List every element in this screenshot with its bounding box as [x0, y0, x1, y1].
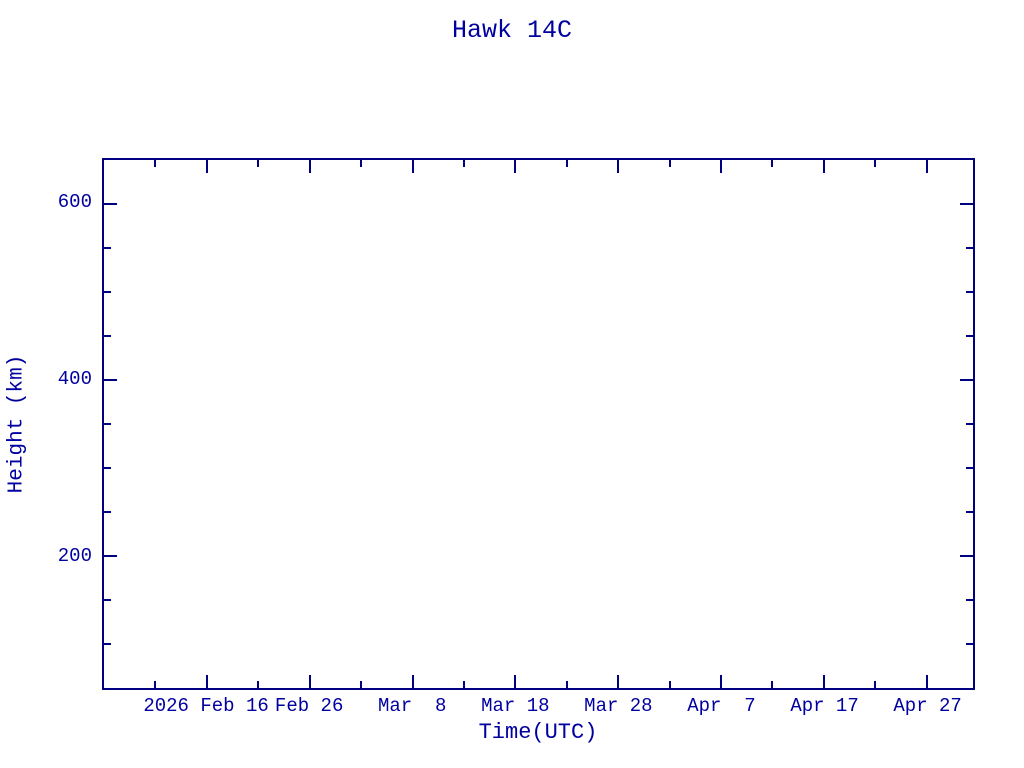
x-tick-label: 2026 Feb 16 — [143, 695, 269, 717]
x-minor-tick — [154, 681, 157, 688]
x-major-tick — [411, 675, 414, 688]
y-major-tick — [960, 203, 973, 205]
y-minor-tick — [104, 291, 111, 293]
x-minor-tick — [668, 160, 671, 167]
y-major-tick — [104, 203, 117, 205]
y-minor-tick — [104, 511, 111, 513]
y-minor-tick — [104, 247, 111, 249]
y-minor-tick — [104, 335, 111, 337]
y-minor-tick — [966, 467, 973, 469]
x-major-tick — [822, 675, 825, 688]
y-tick-label: 200 — [57, 544, 92, 567]
x-major-tick — [308, 675, 311, 688]
y-tick-label: 400 — [57, 367, 92, 390]
x-tick-label: Apr 27 — [893, 695, 962, 717]
x-tick-label: Mar 28 — [584, 695, 653, 717]
x-major-tick — [720, 675, 723, 688]
y-minor-tick — [966, 335, 973, 337]
x-major-tick — [514, 675, 517, 688]
x-major-tick — [617, 675, 620, 688]
x-minor-tick — [565, 681, 568, 688]
chart-title: Hawk 14C — [451, 16, 573, 45]
y-minor-tick — [966, 247, 973, 249]
y-minor-tick — [966, 291, 973, 293]
y-tick-label: 600 — [57, 191, 92, 214]
x-minor-tick — [257, 681, 260, 688]
x-minor-tick — [565, 160, 568, 167]
y-minor-tick — [104, 467, 111, 469]
y-major-tick — [104, 555, 117, 557]
y-minor-tick — [104, 643, 111, 645]
x-major-tick — [308, 160, 311, 173]
y-minor-tick — [966, 643, 973, 645]
x-minor-tick — [771, 160, 774, 167]
y-minor-tick — [966, 511, 973, 513]
x-major-tick — [514, 160, 517, 173]
x-minor-tick — [771, 681, 774, 688]
x-tick-label: Apr 17 — [790, 695, 859, 717]
x-minor-tick — [462, 160, 465, 167]
x-minor-tick — [360, 160, 363, 167]
x-major-tick — [617, 160, 620, 173]
x-minor-tick — [257, 160, 260, 167]
x-tick-label: Mar 18 — [481, 695, 550, 717]
x-minor-tick — [360, 681, 363, 688]
x-major-tick — [822, 160, 825, 173]
x-tick-label: Feb 26 — [274, 695, 344, 717]
y-minor-tick — [966, 599, 973, 601]
y-minor-tick — [104, 599, 111, 601]
x-minor-tick — [874, 681, 877, 688]
x-minor-tick — [874, 160, 877, 167]
y-major-tick — [104, 379, 117, 381]
x-major-tick — [205, 160, 208, 173]
y-minor-tick — [966, 423, 973, 425]
x-axis-label: Time(UTC) — [478, 720, 598, 745]
x-major-tick — [205, 675, 208, 688]
y-major-tick — [960, 555, 973, 557]
y-minor-tick — [104, 423, 111, 425]
x-tick-label: Mar 8 — [378, 695, 447, 717]
y-major-tick — [960, 379, 973, 381]
x-minor-tick — [668, 681, 671, 688]
x-tick-label: Apr 7 — [687, 695, 756, 717]
x-major-tick — [411, 160, 414, 173]
x-minor-tick — [462, 681, 465, 688]
x-major-tick — [925, 160, 928, 173]
x-minor-tick — [154, 160, 157, 167]
plot-area — [102, 158, 975, 690]
x-major-tick — [720, 160, 723, 173]
x-major-tick — [925, 675, 928, 688]
